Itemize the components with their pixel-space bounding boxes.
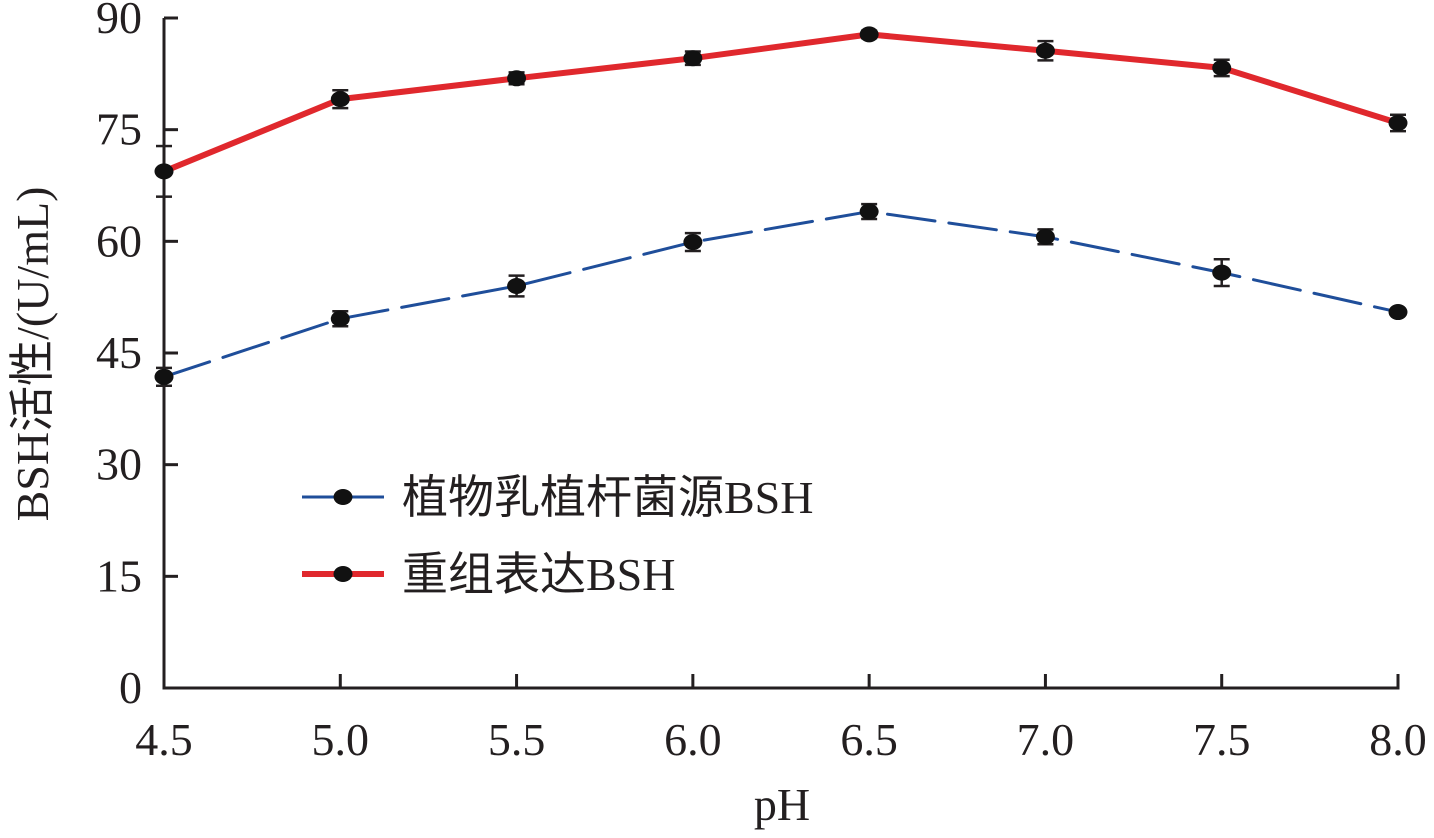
- x-axis-title: pH: [754, 779, 810, 830]
- legend-label: 重组表达BSH: [402, 549, 675, 600]
- y-tick-label: 75: [96, 104, 142, 155]
- legend-label: 植物乳植杆菌源BSH: [402, 472, 813, 523]
- y-tick-label: 90: [96, 0, 142, 43]
- x-tick-label: 4.5: [135, 714, 193, 765]
- x-tick-label: 7.0: [1017, 714, 1075, 765]
- data-point: [1212, 264, 1232, 281]
- series-line-2: [161, 31, 1401, 175]
- data-point: [154, 368, 174, 385]
- data-point: [330, 91, 350, 108]
- data-point: [507, 70, 527, 87]
- x-tick-label: 6.0: [664, 714, 722, 765]
- legend-swatch-marker: [333, 489, 353, 505]
- data-point: [1388, 114, 1408, 131]
- y-tick-label: 60: [96, 215, 142, 266]
- data-point: [683, 50, 703, 67]
- data-point: [154, 163, 174, 180]
- legend: 植物乳植杆菌源BSH 重组表达BSH: [302, 472, 813, 600]
- data-point: [1035, 228, 1055, 245]
- axes: 0 15 30 45 60 75 90 4.5 5.0 5.5 6.0 6.5 7.0 7.5 8.0: [96, 0, 1427, 765]
- data-point: [859, 26, 879, 43]
- x-tick-label: 5.0: [312, 714, 370, 765]
- series-line-1: [162, 210, 1400, 379]
- x-tick-label: 6.5: [840, 714, 898, 765]
- series-2: [154, 26, 1408, 198]
- series-1: [154, 202, 1408, 388]
- data-point: [1035, 42, 1055, 59]
- data-point: [859, 203, 879, 220]
- x-tick-label: 7.5: [1193, 714, 1251, 765]
- data-point: [330, 310, 350, 327]
- data-point: [1212, 59, 1232, 76]
- x-tick-label: 8.0: [1369, 714, 1427, 765]
- data-point: [1388, 304, 1408, 321]
- y-tick-label: 15: [96, 550, 142, 601]
- data-point: [507, 278, 527, 294]
- data-point: [683, 234, 703, 251]
- x-tick-label: 5.5: [488, 714, 546, 765]
- y-tick-label: 45: [96, 327, 142, 378]
- legend-swatch-marker: [333, 566, 353, 582]
- y-tick-label: 30: [96, 439, 142, 490]
- y-axis-title: BSH活性/(U/mL): [7, 187, 58, 522]
- series-layer: [154, 26, 1408, 388]
- legend-item-1: 植物乳植杆菌源BSH: [302, 472, 813, 523]
- legend-item-2: 重组表达BSH: [302, 549, 675, 600]
- y-tick-label: 0: [119, 662, 142, 713]
